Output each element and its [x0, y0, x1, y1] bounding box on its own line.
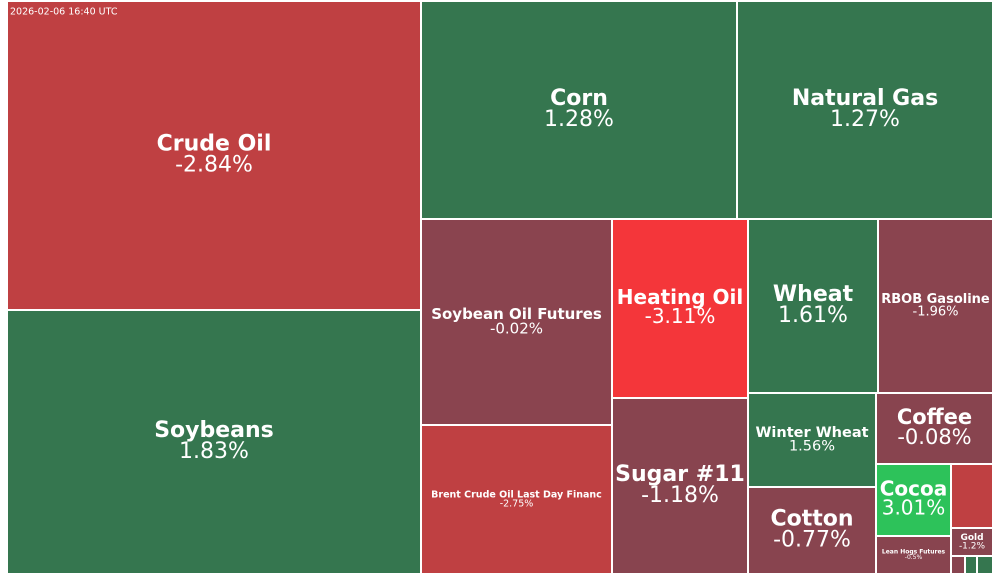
timestamp: 2026-02-06 16:40 UTC [10, 7, 118, 18]
tile-change: -2.84% [175, 152, 253, 177]
tile [422, 2, 736, 218]
tile [613, 399, 747, 573]
tile [966, 557, 976, 573]
tile-change: -0.5% [905, 554, 923, 561]
tile-name: RBOB Gasoline [881, 292, 990, 307]
tile-change: 1.27% [830, 107, 900, 132]
tile [952, 529, 992, 555]
tile-name: Winter Wheat [755, 425, 868, 441]
tile-change: 1.83% [179, 439, 249, 464]
tile-change: -0.02% [490, 319, 543, 337]
tile [749, 220, 877, 392]
tile-name: Coffee [897, 405, 972, 429]
tile-change: 1.28% [544, 107, 614, 132]
tile-name: Corn [550, 86, 608, 111]
tile [8, 2, 420, 309]
tile-name: Cotton [770, 507, 853, 532]
tile-change: -1.18% [641, 483, 719, 508]
tile-name: Gold [960, 533, 983, 543]
tile [749, 488, 875, 573]
tile-change: 1.61% [778, 303, 848, 328]
tile-name: Soybean Oil Futures [431, 305, 602, 323]
tile [952, 557, 964, 573]
tile [952, 465, 992, 527]
tile-change: -3.11% [645, 304, 716, 328]
tile [877, 394, 992, 463]
tile-change: -1.96% [913, 304, 959, 319]
tile-change: 3.01% [882, 496, 946, 520]
tile [877, 537, 950, 573]
tile [738, 2, 992, 218]
tile-name: Crude Oil [157, 132, 272, 157]
tile-change: -0.77% [773, 527, 851, 552]
tile-change: -1.2% [959, 542, 986, 552]
tile [422, 220, 611, 424]
tile-name: Brent Crude Oil Last Day Financ [431, 489, 602, 500]
tile-name: Soybeans [154, 418, 274, 443]
tile [749, 394, 875, 486]
tile-name: Sugar #11 [615, 462, 745, 487]
tile-name: Lean Hogs Futures [882, 549, 946, 556]
tile [978, 557, 992, 573]
tile-change: -0.08% [897, 425, 971, 449]
tile-change: 1.56% [789, 439, 835, 455]
tile-name: Heating Oil [617, 285, 743, 309]
tile-name: Cocoa [880, 477, 948, 501]
tile [8, 311, 420, 573]
tile [613, 220, 747, 397]
tile-name: Natural Gas [792, 86, 938, 111]
tile [877, 465, 950, 535]
tile [879, 220, 992, 392]
tile-change: -2.75% [500, 498, 534, 509]
tile-name: Wheat [773, 282, 854, 307]
tile [422, 426, 611, 573]
